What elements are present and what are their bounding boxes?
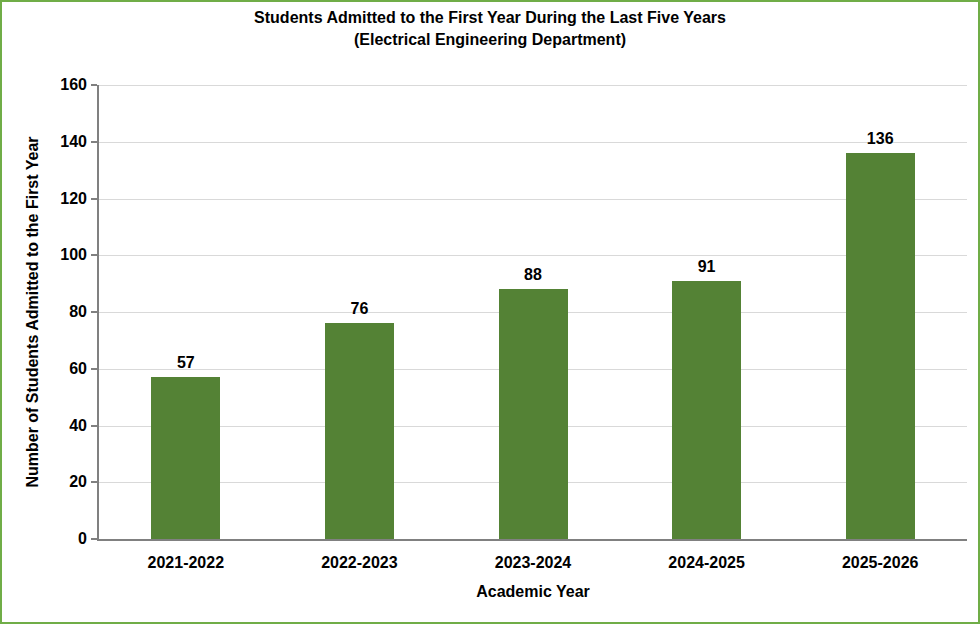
chart-canvas: Students Admitted to the First Year Duri… bbox=[0, 0, 980, 624]
bar bbox=[325, 323, 394, 539]
bar bbox=[151, 377, 220, 539]
y-axis-tick-label: 100 bbox=[32, 245, 87, 265]
bar-value-label: 88 bbox=[479, 265, 588, 285]
x-axis-tick-label: 2024-2025 bbox=[637, 553, 777, 573]
y-axis-tick-label: 40 bbox=[32, 416, 87, 436]
x-axis-tick-label: 2023-2024 bbox=[463, 553, 603, 573]
gridline bbox=[99, 199, 967, 200]
y-axis-tick-label: 0 bbox=[32, 529, 87, 549]
y-axis-line bbox=[97, 85, 99, 541]
y-axis-tick-label: 120 bbox=[32, 189, 87, 209]
y-axis-tick-label: 160 bbox=[32, 75, 87, 95]
gridline bbox=[99, 85, 967, 86]
chart-title-line2: (Electrical Engineering Department) bbox=[2, 29, 978, 51]
chart-title: Students Admitted to the First Year Duri… bbox=[2, 7, 978, 51]
bar bbox=[672, 281, 741, 539]
bar-value-label: 91 bbox=[652, 257, 761, 277]
y-axis-tick-label: 20 bbox=[32, 472, 87, 492]
y-axis-tick-label: 140 bbox=[32, 132, 87, 152]
x-axis-title: Academic Year bbox=[99, 583, 967, 601]
y-axis-tick-label: 80 bbox=[32, 302, 87, 322]
bar-value-label: 136 bbox=[826, 129, 935, 149]
bar bbox=[499, 289, 568, 539]
y-axis-tick-label: 60 bbox=[32, 359, 87, 379]
x-axis-tick-label: 2022-2023 bbox=[289, 553, 429, 573]
bar bbox=[846, 153, 915, 539]
gridline bbox=[99, 255, 967, 256]
x-axis-line bbox=[97, 539, 967, 541]
bar-value-label: 57 bbox=[131, 353, 240, 373]
chart-title-line1: Students Admitted to the First Year Duri… bbox=[2, 7, 978, 29]
x-axis-tick-label: 2021-2022 bbox=[116, 553, 256, 573]
bar-value-label: 76 bbox=[305, 299, 414, 319]
x-axis-tick-label: 2025-2026 bbox=[810, 553, 950, 573]
